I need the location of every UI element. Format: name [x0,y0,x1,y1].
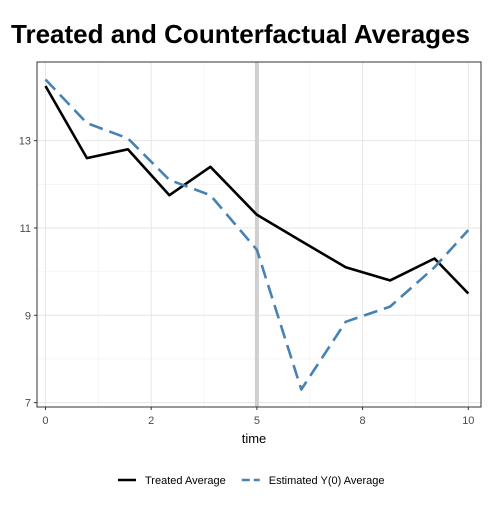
x-tick-label: 0 [42,415,48,427]
y-tick-label: 7 [25,398,31,410]
legend: Treated Average Estimated Y(0) Average [118,475,385,487]
plot-border [36,61,482,408]
legend-label-1: Estimated Y(0) Average [269,475,385,487]
y-tick-label: 11 [20,223,31,235]
x-tick-label: 2 [148,415,154,427]
y-tick-label: 13 [19,136,31,148]
x-axis-title: time [242,431,267,446]
y-tick-label: 9 [25,310,31,322]
series-line-1 [44,78,470,391]
x-tick-label: 8 [360,415,366,427]
series-line-0 [44,85,470,295]
plot-panel [37,62,481,407]
chart-title: Treated and Counterfactual Averages [11,19,470,49]
x-tick-label: 5 [254,415,260,427]
legend-label-0: Treated Average [145,475,226,487]
x-tick-label: 10 [462,415,474,427]
